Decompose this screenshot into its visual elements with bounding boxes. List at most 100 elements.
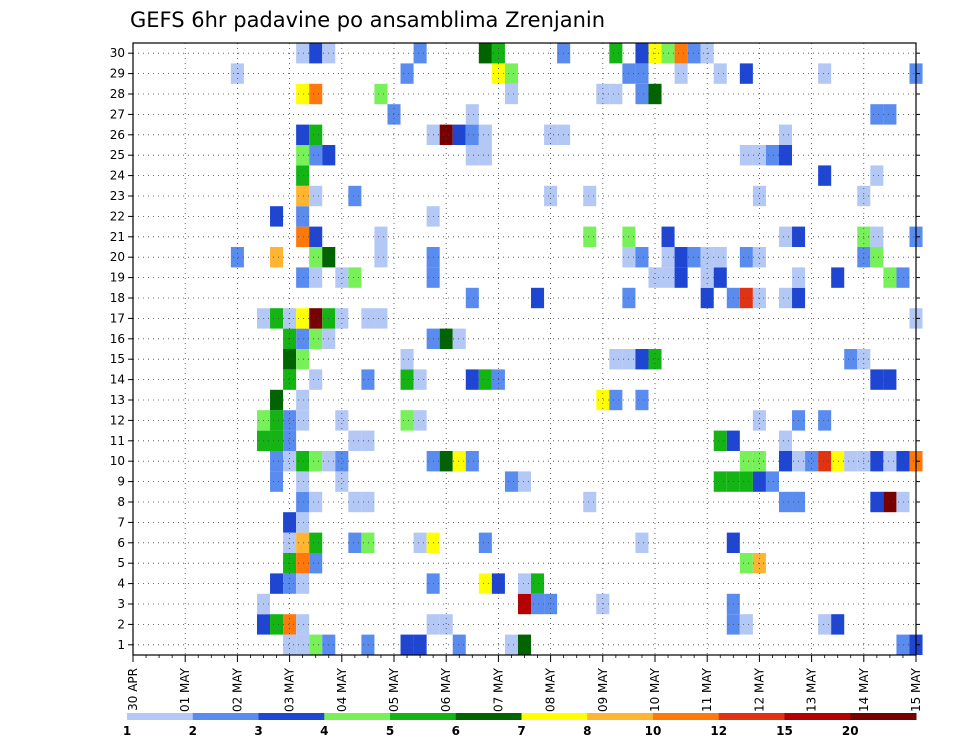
y-tick-label: 8 [117,495,125,509]
heatmap-cell [609,43,623,64]
x-tick-label: 01 MAY [178,667,192,712]
heatmap-cell [818,63,832,84]
heatmap-cell [778,226,793,247]
x-tick-label: 05 MAY [387,667,401,712]
heatmap-cell [361,634,375,655]
heatmap-cell [296,328,310,349]
heatmap-cell [465,369,479,390]
heatmap-cell [296,471,310,492]
heatmap-cell [674,267,688,288]
heatmap-cell [296,634,310,655]
heatmap-cell [270,247,284,268]
y-tick-label: 28 [110,87,125,101]
heatmap-cell [713,247,727,268]
heatmap-cell [674,43,688,64]
x-tick-label: 07 MAY [491,667,505,712]
heatmap-cell [687,43,701,64]
heatmap-cell [609,389,623,411]
heatmap-cell [361,308,375,329]
colorbar-segment [784,713,851,720]
heatmap-cell [544,185,558,207]
heatmap-cell [270,206,284,227]
colorbar-label: 3 [254,724,262,738]
heatmap-cell [844,349,858,370]
heatmap-cell [400,634,414,655]
heatmap-cell [504,471,518,492]
heatmap-cell [400,63,414,84]
heatmap-cell [544,124,558,145]
heatmap-cell [283,369,297,390]
heatmap-cell [752,247,766,268]
heatmap-cell [870,247,884,268]
heatmap-cell [413,634,427,655]
heatmap-cell [413,410,427,431]
colorbar-label: 5 [386,724,394,738]
colorbar-segment [258,713,325,720]
heatmap-cell [831,267,845,288]
heatmap-cell [635,43,649,64]
heatmap-cell [818,451,832,472]
heatmap-cell [583,226,597,247]
colorbar-segment [324,713,391,720]
heatmap-cell [335,267,349,288]
heatmap-cell [296,124,310,145]
heatmap-cell [478,532,492,553]
heatmap-cell [700,267,714,288]
y-tick-label: 4 [117,577,125,591]
x-tick-label: 04 MAY [335,667,349,712]
y-tick-label: 22 [110,209,125,223]
heatmap-cell [296,451,310,472]
x-tick-label: 30 APR [126,668,140,711]
heatmap-cell [374,308,388,329]
heatmap-cell [583,491,597,513]
heatmap-cell [713,267,727,288]
colorbar-label: 1 [123,724,131,738]
heatmap-cell [361,532,375,553]
x-tick-label: 13 MAY [805,667,819,712]
heatmap-cell [504,634,518,655]
heatmap-cell [870,165,884,186]
heatmap-cell [283,349,297,370]
colorbar-segment [850,713,917,720]
heatmap-cell [348,267,362,288]
colorbar-segment [521,713,588,720]
y-tick-label: 10 [110,454,125,468]
heatmap-cell [478,369,492,390]
heatmap-cell [465,104,479,125]
colorbar-segment [127,713,194,720]
heatmap-cell [309,308,323,329]
heatmap-cell [870,104,884,125]
heatmap-cell [713,63,727,84]
heatmap-cell [648,267,662,288]
heatmap-cell [896,491,910,513]
heatmap-cell [805,451,819,472]
y-tick-label: 21 [110,230,125,244]
y-tick-label: 20 [110,250,125,264]
heatmap-cell [309,369,323,390]
y-tick-label: 2 [117,617,125,631]
heatmap-cell [478,124,492,145]
heatmap-cell [896,634,910,655]
heatmap-cell [270,308,284,329]
y-tick-label: 19 [110,271,125,285]
y-tick-label: 24 [110,169,125,183]
heatmap-cell [883,451,897,472]
x-tick-label: 12 MAY [752,667,766,712]
heatmap-cell [296,308,310,329]
heatmap-cell [765,145,779,166]
heatmap-cell [778,145,793,166]
heatmap-cell [335,451,349,472]
heatmap-cell [870,369,884,390]
heatmap-cell [531,593,545,615]
heatmap-cell [270,573,284,594]
heatmap-cell [309,124,323,145]
heatmap-cell [296,389,310,411]
heatmap-cell [883,491,897,513]
heatmap-cell [739,614,753,635]
colorbar-label: 6 [452,724,460,738]
heatmap-cell [635,532,649,553]
heatmap-cell [413,369,427,390]
colorbar-segment [653,713,720,720]
y-tick-label: 14 [110,373,125,387]
heatmap-cell [465,124,479,145]
